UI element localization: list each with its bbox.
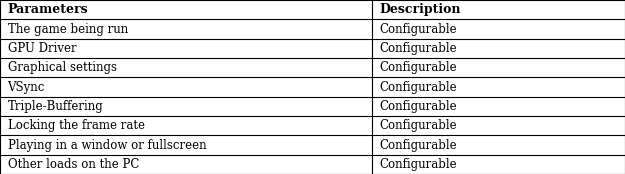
Text: Locking the frame rate: Locking the frame rate <box>8 119 144 132</box>
Text: Configurable: Configurable <box>379 158 457 171</box>
Text: VSync: VSync <box>8 81 45 93</box>
Text: Configurable: Configurable <box>379 139 457 152</box>
Text: Graphical settings: Graphical settings <box>8 61 116 74</box>
Text: GPU Driver: GPU Driver <box>8 42 76 55</box>
Text: Configurable: Configurable <box>379 119 457 132</box>
Text: Configurable: Configurable <box>379 22 457 35</box>
Text: Playing in a window or fullscreen: Playing in a window or fullscreen <box>8 139 206 152</box>
Text: Configurable: Configurable <box>379 100 457 113</box>
Text: Description: Description <box>379 3 461 16</box>
Text: Triple-Buffering: Triple-Buffering <box>8 100 103 113</box>
Text: The game being run: The game being run <box>8 22 127 35</box>
Text: Other loads on the PC: Other loads on the PC <box>8 158 139 171</box>
Text: Configurable: Configurable <box>379 42 457 55</box>
Text: Configurable: Configurable <box>379 61 457 74</box>
Text: Parameters: Parameters <box>8 3 88 16</box>
Text: Configurable: Configurable <box>379 81 457 93</box>
